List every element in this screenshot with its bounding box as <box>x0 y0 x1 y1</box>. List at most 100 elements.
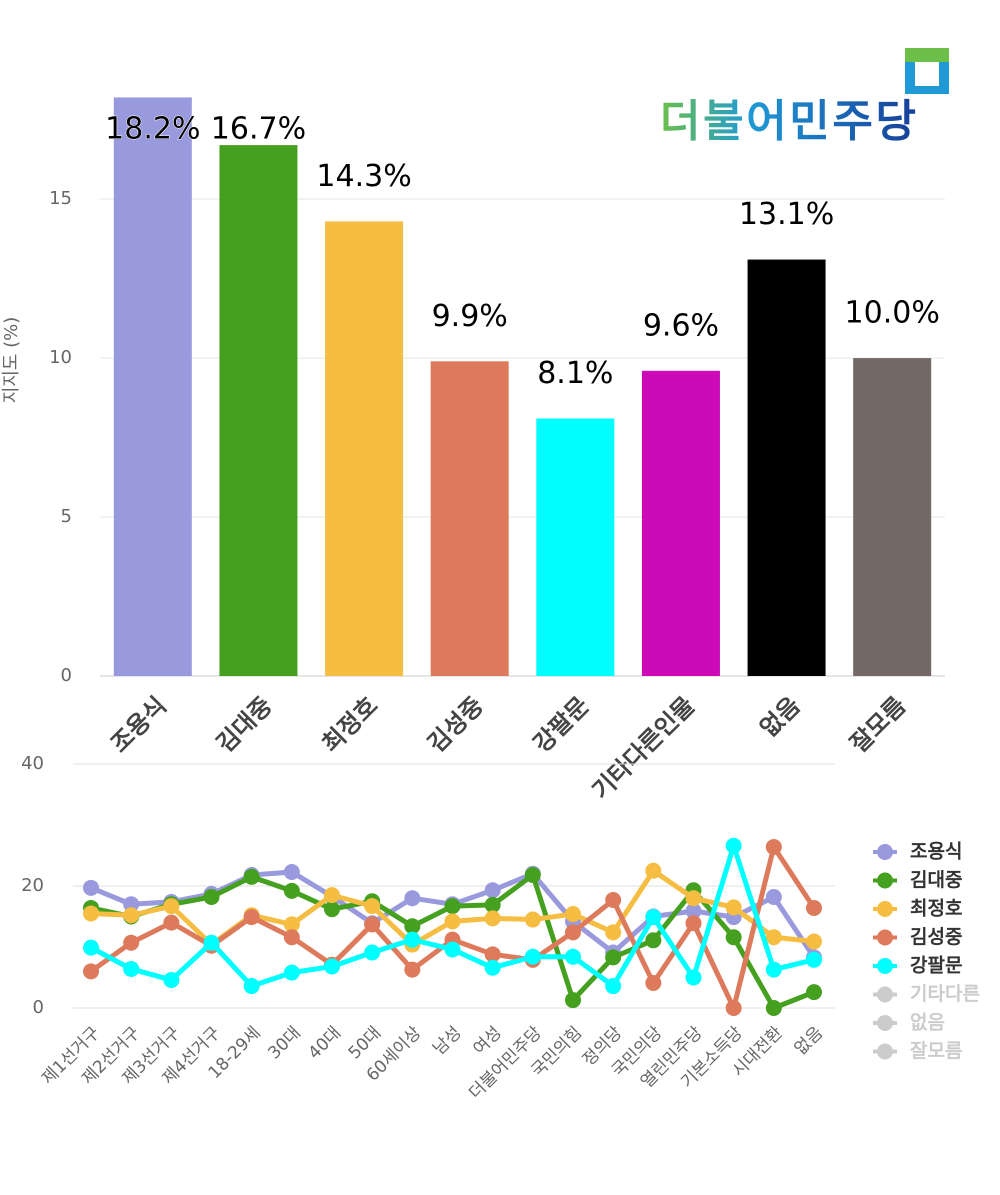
point <box>123 907 140 924</box>
legend-label: 김대중 <box>910 869 962 891</box>
y-tick-label: 10 <box>49 347 72 368</box>
value-label: 13.1% <box>739 197 834 232</box>
point <box>685 915 702 932</box>
x-tick-label: 기타다른인물 <box>587 691 700 804</box>
y-axis-label: 지지도 (%) <box>1 317 22 404</box>
value-label: 16.7% <box>211 112 306 147</box>
point <box>163 898 180 915</box>
x-tick-label: 김성중 <box>422 691 489 758</box>
point <box>725 837 742 854</box>
legend-label: 없음 <box>910 1012 945 1034</box>
point <box>123 934 140 951</box>
point <box>725 899 742 916</box>
point <box>685 890 702 907</box>
point <box>404 918 421 935</box>
bar <box>325 221 404 676</box>
point <box>484 896 501 913</box>
x-tick-label: 30대 <box>264 1023 305 1064</box>
point <box>404 931 421 948</box>
point <box>484 882 501 899</box>
point <box>685 969 702 986</box>
value-label: 14.3% <box>316 159 411 194</box>
point <box>83 905 99 922</box>
y-tick-label: 5 <box>61 506 72 527</box>
point <box>364 916 381 933</box>
point <box>163 914 180 931</box>
point <box>645 862 662 879</box>
point <box>806 899 822 916</box>
point <box>765 929 782 946</box>
bar <box>536 418 615 676</box>
point <box>806 933 822 950</box>
x-tick-label: 조용식 <box>105 691 172 758</box>
bar <box>747 259 826 676</box>
point <box>524 867 541 884</box>
point <box>243 978 260 995</box>
bar <box>641 370 720 676</box>
point <box>324 901 340 918</box>
legend-label: 조용식 <box>910 841 962 863</box>
point <box>605 978 622 995</box>
value-label: 9.9% <box>432 299 508 334</box>
point <box>565 906 581 923</box>
value-label: 9.6% <box>643 308 719 343</box>
point <box>765 888 782 905</box>
point <box>83 939 99 956</box>
point <box>645 932 662 949</box>
point <box>725 929 742 946</box>
point <box>364 898 381 915</box>
point <box>645 974 662 991</box>
point <box>283 863 300 880</box>
point <box>524 911 541 928</box>
logo-text: 더불어민주당 <box>660 96 916 147</box>
point <box>605 949 622 966</box>
x-tick-label: 최정호 <box>317 691 384 758</box>
legend-label: 기타다른 <box>910 983 980 1005</box>
x-tick-label: 40대 <box>305 1023 346 1064</box>
x-tick-label: 없음 <box>755 691 806 742</box>
legend-label: 김성중 <box>910 926 962 948</box>
point <box>444 941 461 958</box>
point <box>765 838 782 855</box>
y-tick-label: 0 <box>61 665 72 686</box>
point <box>404 961 421 978</box>
point <box>565 948 581 965</box>
point <box>404 890 421 907</box>
logo-icon-hole <box>915 62 939 86</box>
point <box>83 879 99 896</box>
x-tick-label: 잘모름 <box>845 691 912 758</box>
x-tick-label: 김대중 <box>211 691 278 758</box>
logo: 더불어민주당 <box>660 48 949 147</box>
point <box>484 910 501 927</box>
point <box>765 961 782 978</box>
legend-label: 최정호 <box>910 898 962 920</box>
point <box>524 948 541 965</box>
point <box>765 1000 782 1016</box>
point <box>283 964 300 981</box>
logo-icon-top <box>905 48 949 62</box>
y-tick-label: 15 <box>49 188 72 209</box>
point <box>565 992 581 1009</box>
legend-label: 강팔문 <box>910 955 962 977</box>
value-label: 18.2% <box>105 112 200 147</box>
point <box>283 916 300 933</box>
bar <box>853 358 932 676</box>
y-tick-label: 20 <box>21 875 44 896</box>
point <box>484 959 501 976</box>
point <box>685 903 702 920</box>
point <box>444 898 461 915</box>
point <box>605 924 622 941</box>
value-label: 8.1% <box>537 356 613 391</box>
point <box>725 1000 742 1016</box>
x-tick-label: 없음 <box>791 1023 827 1059</box>
bar <box>113 97 192 676</box>
point <box>565 924 581 941</box>
point <box>324 887 340 904</box>
point <box>163 971 180 988</box>
point <box>364 944 381 961</box>
bar <box>430 361 509 676</box>
point <box>243 868 260 885</box>
point <box>324 958 340 975</box>
point <box>806 984 822 1001</box>
